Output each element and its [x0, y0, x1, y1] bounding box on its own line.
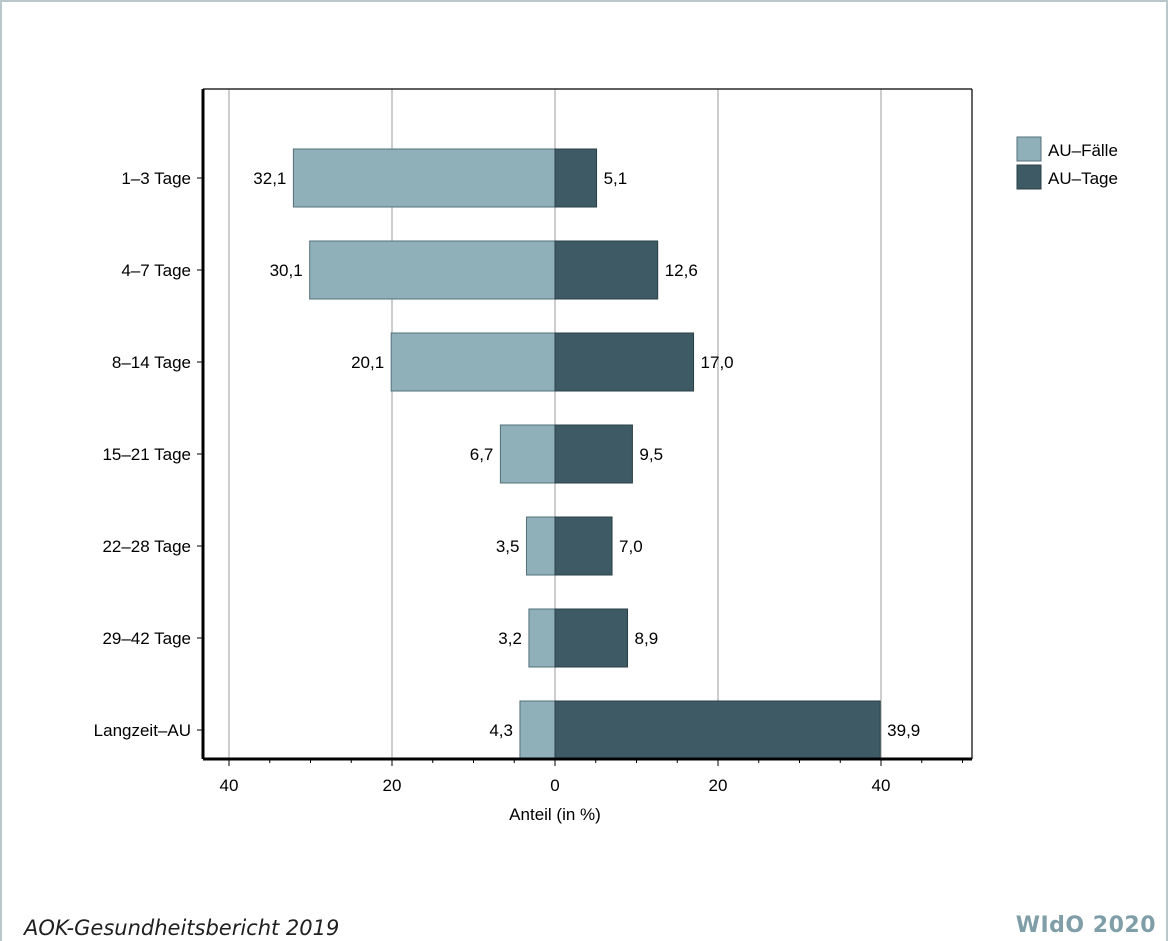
bar-au-faelle [292, 148, 556, 208]
bar-au-tage [554, 700, 881, 760]
x-tick-label: 40 [872, 776, 891, 795]
bar-au-tage [554, 332, 695, 392]
value-label-au-faelle: 3,2 [498, 629, 522, 648]
bars-layer [292, 148, 881, 760]
bar-au-tage [554, 148, 598, 208]
legend-swatch [1016, 136, 1042, 162]
category-label: 8–14 Tage [112, 353, 191, 372]
x-axis-title: Anteil (in %) [509, 805, 601, 824]
bar-au-faelle [519, 700, 556, 760]
bar-au-tage [554, 608, 629, 668]
value-label-au-tage: 7,0 [619, 537, 643, 556]
category-label: 4–7 Tage [121, 261, 191, 280]
bar-au-faelle [390, 332, 556, 392]
value-label-au-faelle: 4,3 [489, 721, 513, 740]
value-label-au-faelle: 6,7 [470, 445, 494, 464]
category-label: 22–28 Tage [102, 537, 191, 556]
bar-au-faelle [528, 608, 556, 668]
category-label: Langzeit–AU [94, 721, 191, 740]
legend: AU–Fälle AU–Tage [1016, 136, 1118, 190]
bar-au-faelle [309, 240, 556, 300]
value-label-au-tage: 8,9 [635, 629, 659, 648]
category-label: 1–3 Tage [121, 169, 191, 188]
legend-swatch [1016, 164, 1042, 190]
x-tick-label: 0 [550, 776, 559, 795]
value-label-au-tage: 5,1 [604, 169, 628, 188]
bar-au-tage [554, 424, 633, 484]
category-label: 15–21 Tage [102, 445, 191, 464]
value-label-au-tage: 17,0 [701, 353, 734, 372]
value-label-au-faelle: 3,5 [496, 537, 520, 556]
value-label-au-faelle: 32,1 [253, 169, 286, 188]
category-label: 29–42 Tage [102, 629, 191, 648]
x-tick-label: 40 [220, 776, 239, 795]
publisher-note: WIdO 2020 [1015, 913, 1156, 938]
axes-layer [197, 88, 973, 766]
value-label-au-faelle: 20,1 [351, 353, 384, 372]
legend-label: AU–Fälle [1048, 141, 1118, 160]
labels-layer: 32,1 5,1 1–3 Tage 30,1 12,6 4–7 Tage 20,1 17,0 8… [94, 169, 921, 795]
bar-au-faelle [525, 516, 556, 576]
x-tick-label: 20 [383, 776, 402, 795]
bar-au-tage [554, 240, 659, 300]
value-label-au-faelle: 30,1 [270, 261, 303, 280]
bar-au-faelle [499, 424, 556, 484]
bar-au-tage [554, 516, 613, 576]
legend-label: AU–Tage [1048, 169, 1118, 188]
value-label-au-tage: 9,5 [639, 445, 663, 464]
value-label-au-tage: 39,9 [887, 721, 920, 740]
x-tick-label: 20 [709, 776, 728, 795]
value-label-au-tage: 12,6 [665, 261, 698, 280]
source-note: AOK-Gesundheitsbericht 2019 [24, 916, 340, 940]
